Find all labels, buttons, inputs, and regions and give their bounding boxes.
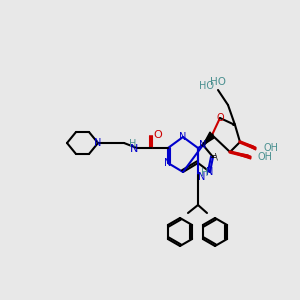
Text: N: N — [179, 132, 187, 142]
Text: HO: HO — [210, 77, 226, 87]
Text: OH: OH — [263, 143, 278, 153]
Text: =: = — [209, 152, 217, 161]
Text: \: \ — [214, 152, 218, 161]
Text: N: N — [130, 144, 138, 154]
Text: HO: HO — [199, 81, 214, 91]
Polygon shape — [203, 132, 214, 145]
Text: OH: OH — [258, 152, 273, 162]
Text: H: H — [201, 168, 209, 178]
Text: O: O — [154, 130, 162, 140]
Text: O: O — [216, 113, 224, 123]
Text: N: N — [94, 138, 102, 148]
Polygon shape — [230, 152, 251, 159]
Polygon shape — [240, 142, 256, 150]
Text: N: N — [164, 158, 172, 168]
Text: N: N — [199, 140, 207, 150]
Text: N: N — [198, 172, 206, 182]
Text: H: H — [129, 139, 137, 149]
Text: N: N — [206, 167, 214, 177]
